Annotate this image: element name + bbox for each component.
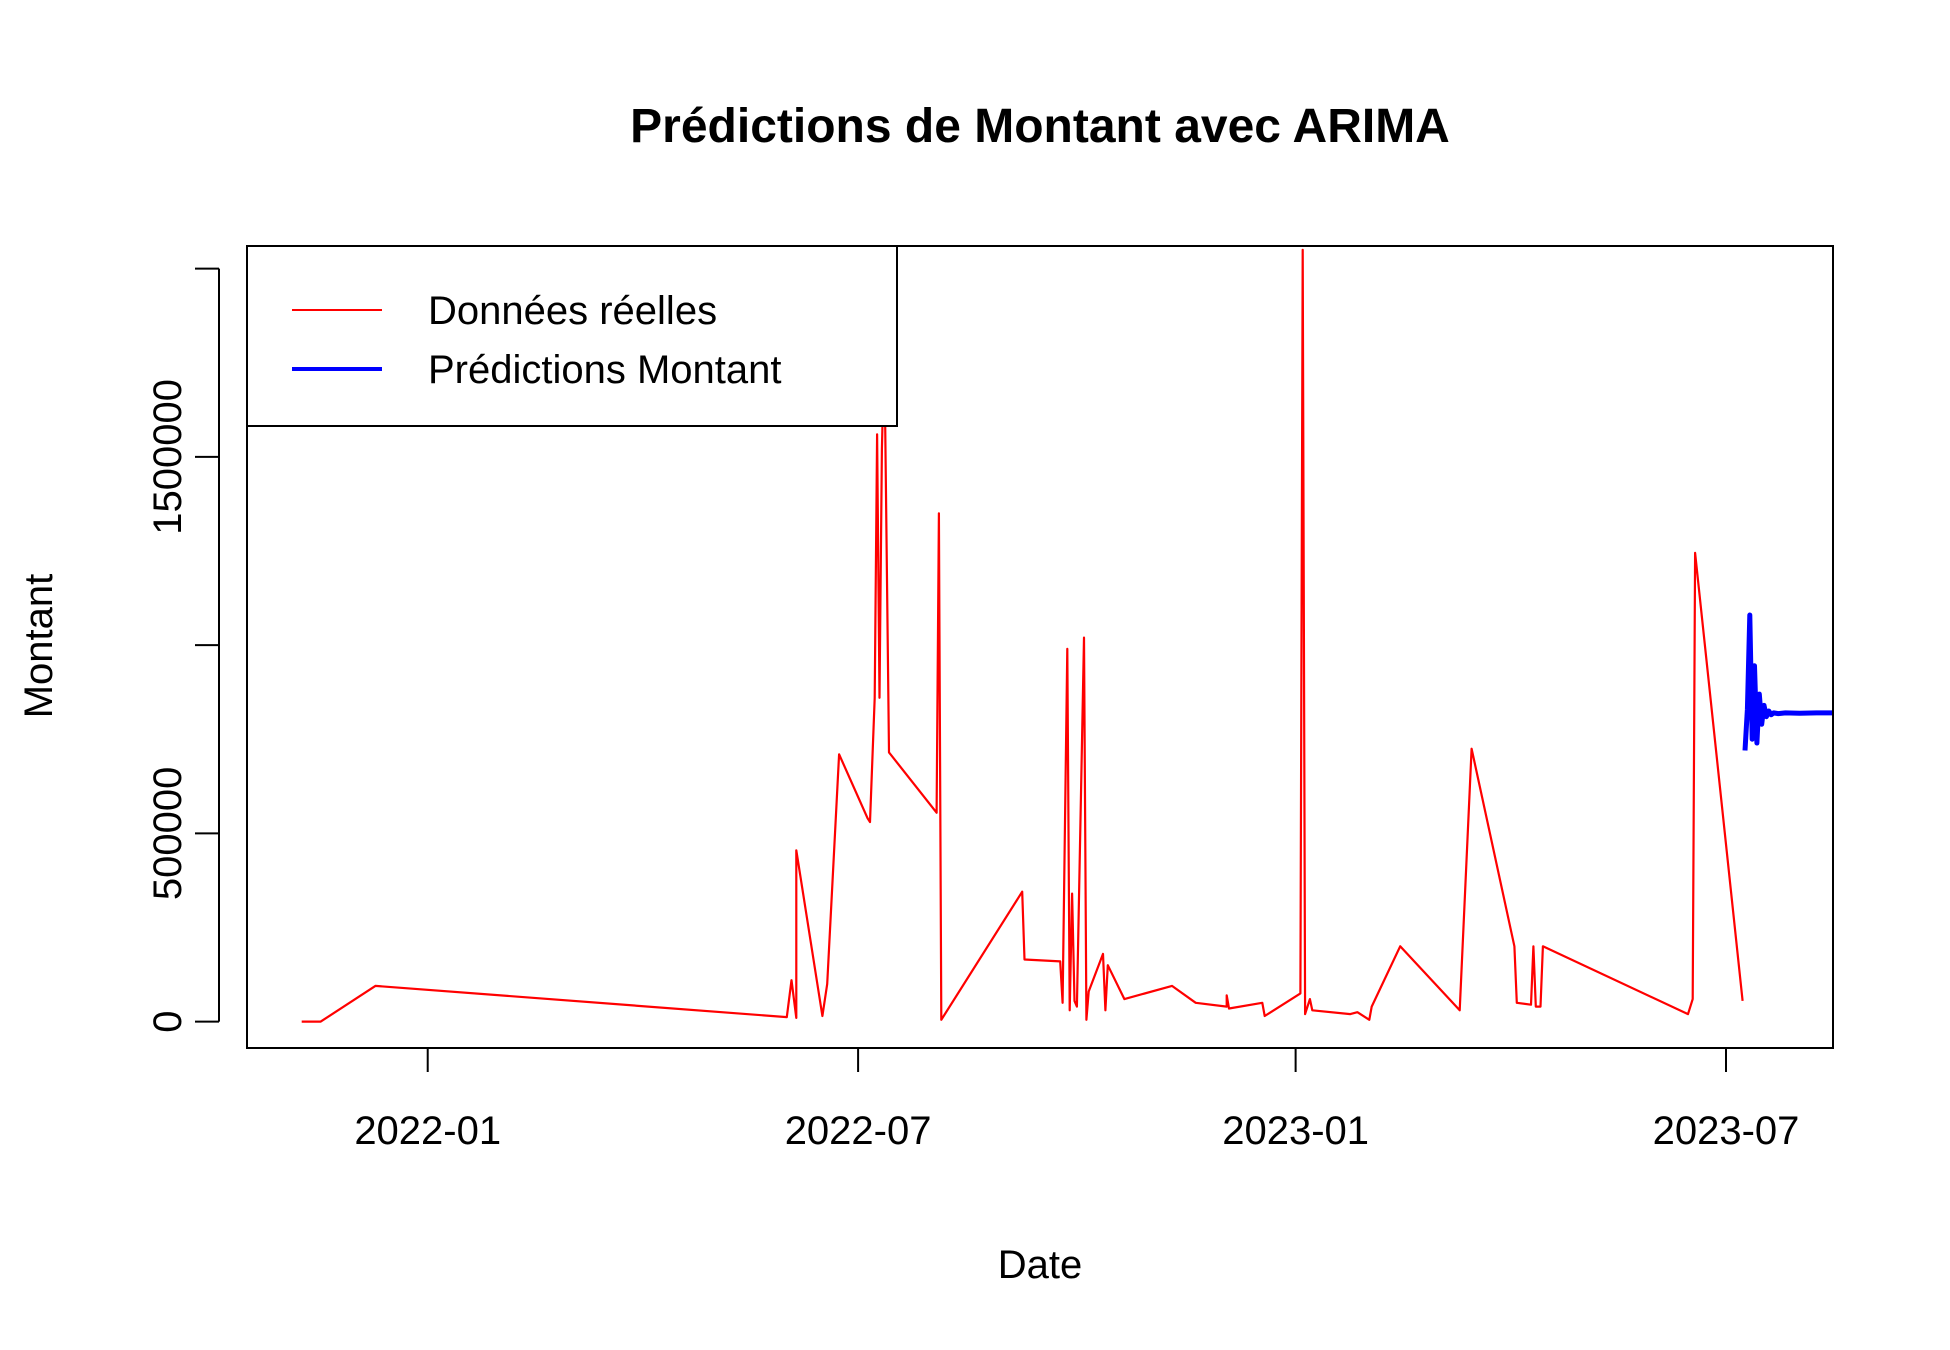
legend-box bbox=[246, 245, 898, 427]
series-line-predictions bbox=[1742, 612, 1833, 751]
x-axis-label: Date bbox=[998, 1243, 1083, 1287]
legend-label-predictions: Prédictions Montant bbox=[428, 348, 782, 392]
y-tick-label: 500000 bbox=[146, 767, 190, 900]
legend: Données réelles Prédictions Montant bbox=[246, 245, 898, 427]
x-axis: 2022-01 2022-07 2023-01 2023-07 bbox=[354, 1047, 1800, 1153]
x-tick-label: 2022-07 bbox=[785, 1109, 932, 1153]
y-tick-label: 0 bbox=[146, 1011, 190, 1033]
legend-label-real: Données réelles bbox=[428, 289, 717, 333]
series-line-real bbox=[301, 248, 1744, 1023]
y-axis-label: Montant bbox=[17, 574, 61, 719]
y-tick-label: 1500000 bbox=[146, 379, 190, 535]
x-tick-label: 2023-07 bbox=[1653, 1109, 1800, 1153]
y-axis: 0 500000 1500000 bbox=[146, 267, 220, 1033]
x-tick-label: 2022-01 bbox=[354, 1109, 501, 1153]
series-layer bbox=[301, 248, 1833, 1023]
chart-title: Prédictions de Montant avec ARIMA bbox=[630, 100, 1450, 153]
x-tick-label: 2023-01 bbox=[1222, 1109, 1369, 1153]
